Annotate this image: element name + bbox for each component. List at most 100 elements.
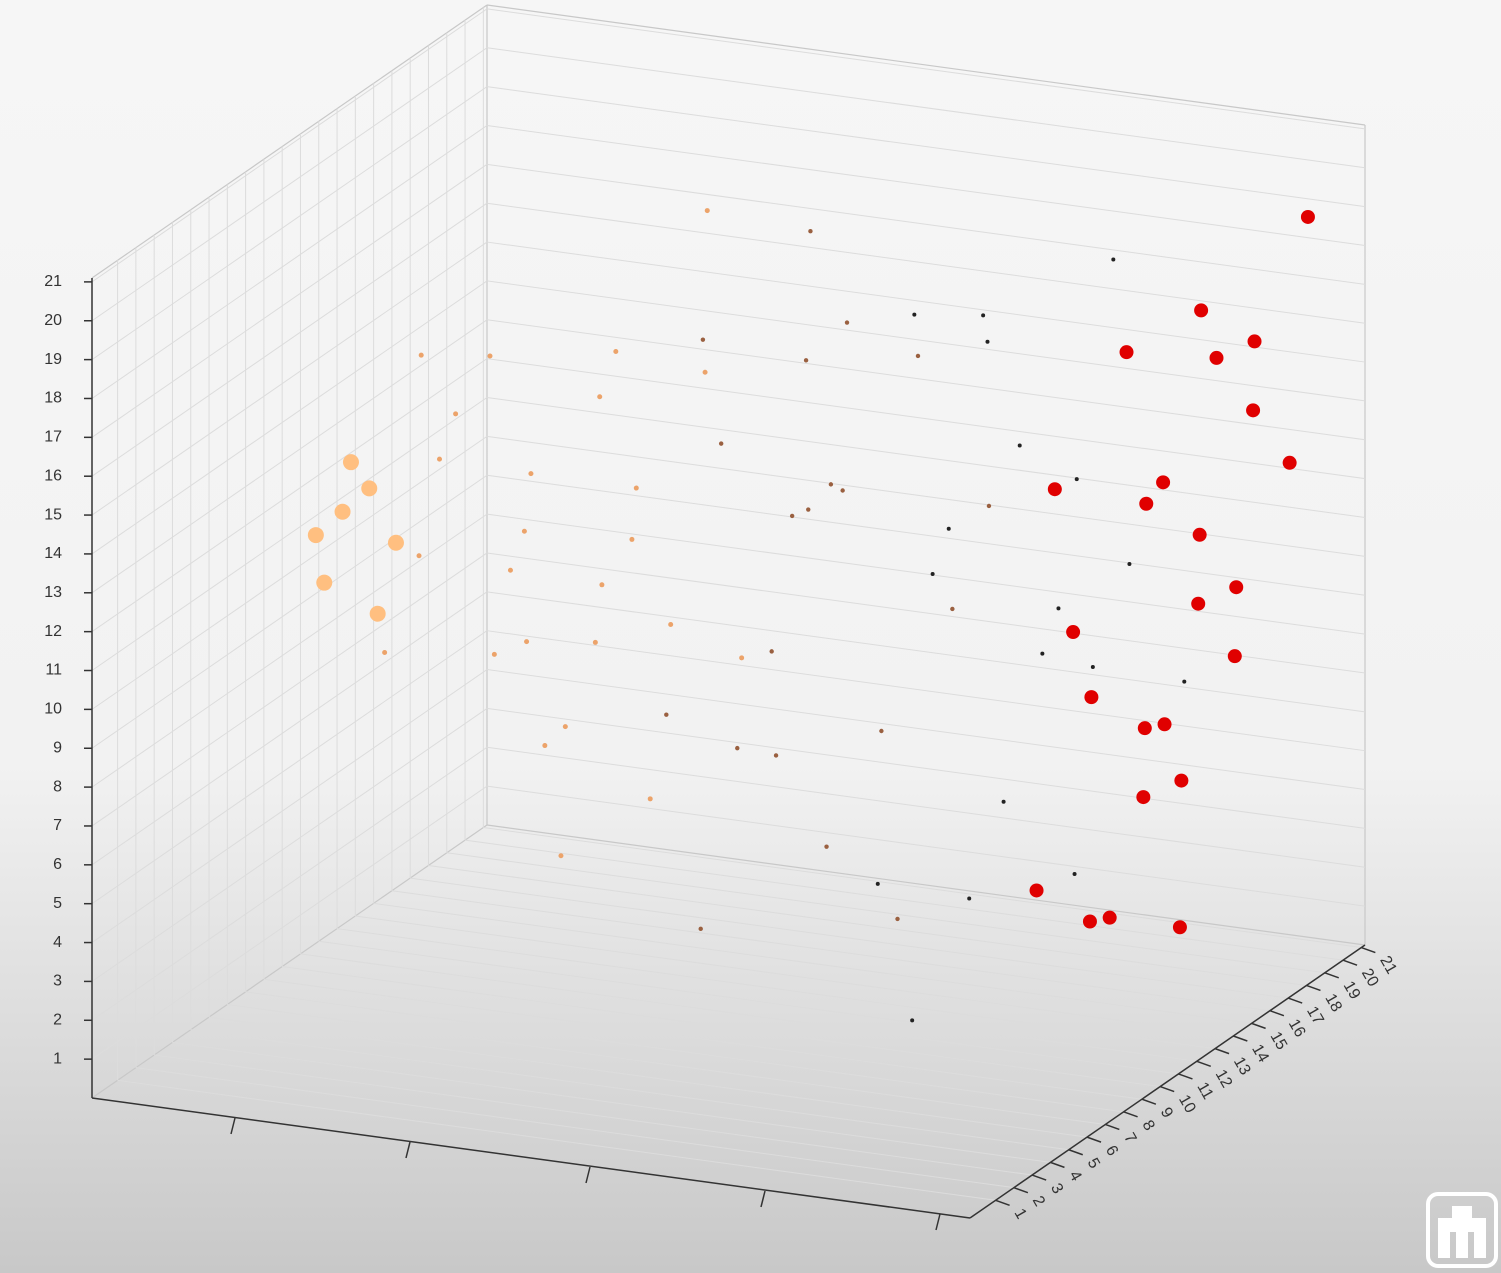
point [1139,496,1154,511]
grid-line [486,669,1366,791]
grid-line [486,785,1366,907]
y-tick [1086,1136,1102,1143]
point [735,745,740,751]
z-tick-label: 14 [44,545,62,562]
grid-line [486,124,1366,246]
point [369,605,386,622]
point [342,454,359,471]
point [1074,477,1079,482]
grid-line [245,991,1124,1113]
point [613,348,619,354]
grid-line [91,591,488,866]
point [769,649,774,654]
point [1029,883,1044,898]
x-tick [760,1190,766,1208]
y-tick [1196,1060,1212,1067]
y-tick [1233,1035,1248,1042]
z-tick-label: 21 [44,273,62,290]
z-tick-label: 11 [45,662,62,679]
point [487,353,493,359]
grid-line [154,1054,1033,1176]
z-tick-label: 2 [53,1011,62,1028]
logo-frame [1426,1192,1498,1268]
point [664,712,669,717]
grid-line [227,1003,1106,1125]
point [307,527,324,544]
grid-line [336,928,1216,1050]
y-tick-label: 1 [1010,1206,1029,1222]
point [524,639,530,645]
grid-line [91,708,488,982]
point [930,571,935,576]
logo [1426,1192,1498,1268]
x-tick [405,1141,411,1159]
grid-line [373,902,1252,1024]
point [382,649,388,655]
point [1047,482,1062,497]
y-tick [995,1199,1010,1207]
z-tick-label: 3 [53,973,62,990]
grid-line [446,852,1325,974]
point [1227,649,1242,664]
point [1209,350,1224,365]
point [562,724,568,730]
y-tick-label: 11 [1193,1080,1216,1103]
grid-line [172,1041,1051,1163]
grid-line [300,953,1179,1075]
z-tick-label: 5 [53,895,62,912]
point [967,896,972,901]
y-tick-label: 5 [1084,1155,1103,1171]
grid-line [263,978,1142,1100]
point [1066,625,1081,640]
y-tick [1068,1149,1084,1156]
grid-line [208,1016,1088,1138]
point [1017,443,1022,448]
y-tick-label: 13 [1230,1054,1254,1078]
grid-line [486,319,1366,441]
z-tick-label: 12 [44,623,62,640]
grid-line [91,397,488,671]
grid-line [91,241,488,516]
point [895,916,900,922]
point [1229,580,1244,595]
z-tick-label: 4 [53,934,62,951]
grid-line [91,358,488,633]
point [668,621,674,627]
point [915,353,921,359]
y-axis [969,944,1366,1219]
z-tick-label: 9 [53,739,62,756]
point [316,574,333,591]
point [698,926,703,932]
grid-line [486,358,1366,480]
y-tick-label: 12 [1212,1067,1236,1091]
y-tick [1105,1123,1120,1131]
point [597,394,603,400]
point [629,536,635,542]
point [1102,910,1117,925]
point [491,651,497,657]
y-tick-label: 3 [1047,1181,1066,1197]
point [1156,475,1171,490]
point [1001,799,1006,804]
point [1137,721,1152,736]
grid-line [91,202,488,477]
grid-line [391,890,1270,1012]
point [981,313,986,318]
grid-line [318,940,1197,1062]
z-tick-label: 8 [53,778,62,795]
point [1056,606,1061,611]
point [986,503,992,509]
point [985,339,990,344]
point [1174,773,1189,788]
point [1136,790,1151,805]
y-tick [1013,1186,1029,1194]
z-tick-label: 7 [53,817,62,834]
point [828,482,834,487]
grid-line [486,513,1366,635]
point [507,567,513,573]
z-tick-label: 10 [44,701,62,718]
grid-line [91,163,488,438]
grid-line [486,280,1366,402]
point [1191,596,1206,611]
grid-line [91,435,488,710]
